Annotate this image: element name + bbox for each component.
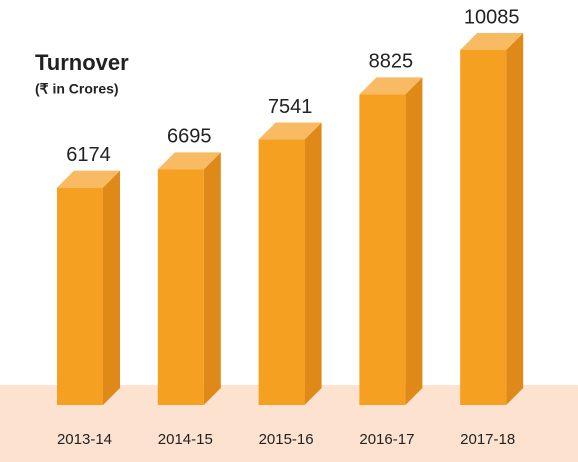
- bar-top: [57, 170, 120, 188]
- bar-side: [506, 33, 524, 405]
- bar: [258, 139, 305, 405]
- x-tick-label: 2013-14: [57, 431, 112, 448]
- x-tick-label: 2016-17: [359, 431, 414, 448]
- bar-side: [103, 170, 120, 405]
- x-tick-label: 2014-15: [158, 431, 213, 448]
- bar: [359, 94, 406, 405]
- bar: [57, 187, 103, 405]
- bar-top: [157, 152, 221, 170]
- x-tick-label: 2015-16: [259, 431, 314, 448]
- value-label: 8825: [369, 51, 414, 73]
- bar-side: [304, 122, 322, 406]
- bar-side: [405, 77, 423, 405]
- x-tick-label: 2017-18: [460, 431, 515, 448]
- value-label: 10085: [464, 6, 520, 28]
- value-label: 6695: [167, 126, 212, 148]
- bar-top: [258, 122, 322, 140]
- bar-side: [203, 152, 221, 405]
- chart-subtitle: (₹ in Crores): [35, 81, 119, 97]
- bar: [460, 50, 507, 405]
- chart-title: Turnover: [35, 50, 129, 75]
- bar: [157, 169, 204, 405]
- bar-top: [460, 33, 524, 50]
- bar-top: [359, 77, 423, 95]
- value-label: 7541: [268, 96, 313, 118]
- value-label: 6174: [66, 144, 111, 166]
